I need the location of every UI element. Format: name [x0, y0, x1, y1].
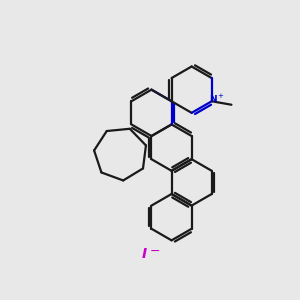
Text: N: N: [209, 95, 217, 104]
Text: −: −: [149, 245, 160, 258]
Text: I: I: [142, 247, 147, 261]
Text: +: +: [217, 93, 223, 99]
